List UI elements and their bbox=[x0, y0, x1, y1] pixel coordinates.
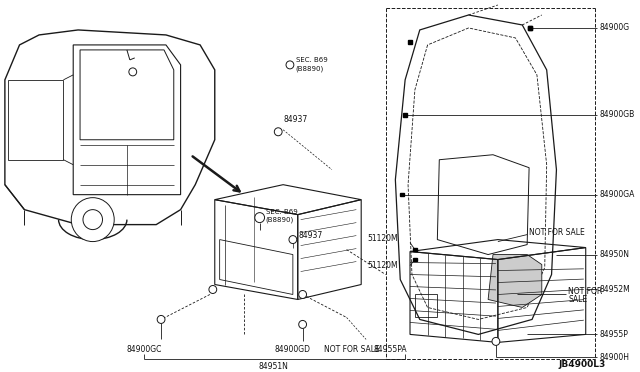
Text: 84900GA: 84900GA bbox=[600, 190, 635, 199]
Text: NOT FOR SALE: NOT FOR SALE bbox=[529, 228, 585, 237]
Text: 51120M: 51120M bbox=[367, 234, 398, 243]
Text: 84900G: 84900G bbox=[600, 23, 630, 32]
Text: 84937: 84937 bbox=[283, 115, 307, 124]
Text: 84937: 84937 bbox=[299, 231, 323, 240]
Text: SEC. B69: SEC. B69 bbox=[296, 57, 328, 63]
Text: 51120M: 51120M bbox=[367, 261, 398, 270]
Text: 84900GB: 84900GB bbox=[600, 110, 635, 119]
Text: 84900GD: 84900GD bbox=[275, 345, 311, 354]
Text: 84951N: 84951N bbox=[259, 362, 288, 371]
Text: (B8890): (B8890) bbox=[266, 217, 294, 223]
Circle shape bbox=[299, 291, 307, 298]
Circle shape bbox=[299, 320, 307, 328]
Text: (B8890): (B8890) bbox=[296, 65, 324, 72]
Circle shape bbox=[71, 198, 114, 241]
Text: SEC. B69: SEC. B69 bbox=[266, 209, 297, 215]
Text: 84900H: 84900H bbox=[600, 353, 629, 362]
Text: 84950N: 84950N bbox=[600, 250, 629, 259]
Circle shape bbox=[209, 285, 217, 294]
Text: SALE: SALE bbox=[568, 295, 588, 304]
Bar bbox=[403, 113, 407, 116]
Text: 84952M: 84952M bbox=[600, 285, 630, 294]
Circle shape bbox=[492, 337, 500, 345]
Text: NOT FOR: NOT FOR bbox=[568, 287, 602, 296]
Bar bbox=[408, 40, 412, 44]
Circle shape bbox=[255, 213, 264, 222]
Circle shape bbox=[83, 210, 102, 230]
Text: NOT FOR SALE: NOT FOR SALE bbox=[324, 345, 380, 354]
Polygon shape bbox=[488, 254, 542, 308]
Bar bbox=[529, 26, 532, 30]
Circle shape bbox=[129, 68, 137, 76]
Text: 84955P: 84955P bbox=[600, 330, 628, 339]
Bar bbox=[413, 248, 417, 251]
Text: 84900GC: 84900GC bbox=[127, 345, 162, 354]
Circle shape bbox=[275, 128, 282, 136]
Text: JB4900L3: JB4900L3 bbox=[558, 360, 605, 369]
Bar bbox=[413, 258, 417, 261]
Circle shape bbox=[286, 61, 294, 69]
Text: 84955PA: 84955PA bbox=[374, 345, 407, 354]
Circle shape bbox=[157, 315, 165, 323]
Bar bbox=[529, 26, 532, 30]
Bar bbox=[401, 193, 404, 196]
Circle shape bbox=[289, 235, 297, 244]
